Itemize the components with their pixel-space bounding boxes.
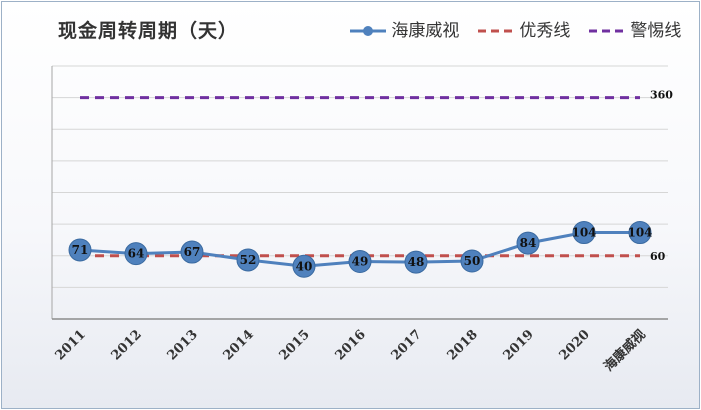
data-label: 71 [72,243,89,257]
data-point [236,248,260,272]
x-tick-label: 海康威视 [601,327,649,375]
x-tick-label: 2014 [221,327,257,363]
data-label: 104 [627,226,652,240]
good-line-label: 60 [650,250,666,263]
data-point [516,231,540,255]
data-point [68,238,92,262]
x-tick-label: 2018 [445,327,481,363]
legend-solid-marker-icon [350,26,386,36]
x-tick-label: 2013 [165,327,201,363]
data-label: 52 [240,253,257,267]
data-point [460,249,484,273]
x-tick-label: 2020 [557,327,593,363]
x-tick-label: 2016 [333,327,369,363]
x-tick-label: 2015 [277,327,313,363]
data-label: 64 [128,247,145,261]
data-point [628,221,652,245]
data-point [404,250,428,274]
legend-purple-dash-icon [589,29,625,33]
x-tick-label: 2017 [389,327,425,363]
legend-red-dash-icon [478,29,514,33]
legend-label-hikvision: 海康威视 [391,21,460,41]
data-label: 50 [464,254,481,268]
data-label: 84 [520,236,537,250]
x-tick-label: 2012 [109,327,145,363]
data-label: 40 [296,259,313,273]
data-label: 67 [184,245,201,259]
x-tick-label: 2011 [53,327,89,363]
data-point [124,242,148,266]
chart-title: 现金周转周期（天） [58,20,239,42]
data-label: 104 [571,226,596,240]
x-tick-label: 2019 [501,327,537,363]
data-point [180,240,204,264]
data-point [292,254,316,278]
legend-item-warn-line: 警惕线 [589,16,681,41]
legend-item-hikvision: 海康威视 [350,16,459,41]
data-label: 48 [408,255,425,269]
warn-line-label: 360 [650,89,673,102]
data-point [572,221,596,245]
data-point [348,250,372,274]
legend-label-good-line: 优秀线 [519,21,571,41]
data-label: 49 [352,255,369,269]
legend-item-good-line: 优秀线 [478,16,570,41]
legend-label-warn-line: 警惕线 [630,21,682,41]
